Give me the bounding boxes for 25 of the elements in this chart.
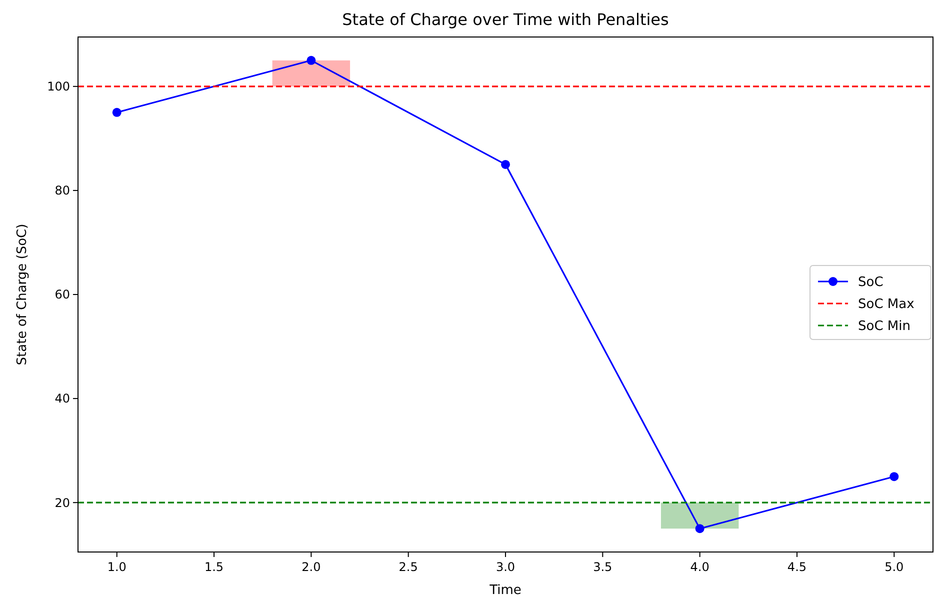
- x-tick-label: 4.5: [787, 560, 807, 574]
- x-tick-label: 1.0: [107, 560, 126, 574]
- legend-label: SoC Min: [858, 319, 910, 334]
- y-tick-label: 80: [54, 184, 70, 198]
- y-tick-label: 60: [54, 288, 70, 302]
- x-tick-label: 3.5: [593, 560, 612, 574]
- x-tick-label: 3.0: [496, 560, 516, 574]
- point: [112, 108, 122, 117]
- x-tick-label: 2.0: [302, 560, 321, 574]
- x-tick-label: 2.5: [398, 560, 418, 574]
- point: [695, 524, 704, 534]
- chart-title: State of Charge over Time with Penalties: [342, 10, 669, 29]
- point: [501, 160, 510, 169]
- point: [890, 472, 899, 482]
- point: [306, 56, 316, 65]
- legend-label: SoC Max: [858, 297, 915, 312]
- legend-label: SoC: [858, 275, 884, 290]
- x-tick-label: 4.0: [690, 560, 710, 574]
- y-tick-label: 40: [54, 392, 70, 406]
- y-tick-label: 20: [54, 496, 70, 510]
- x-tick-label: 1.5: [204, 560, 224, 574]
- x-tick-label: 5.0: [884, 560, 904, 574]
- y-tick-label: 100: [47, 80, 70, 94]
- y-axis-title: State of Charge (SoC): [15, 224, 30, 366]
- x-axis-title: Time: [488, 583, 522, 598]
